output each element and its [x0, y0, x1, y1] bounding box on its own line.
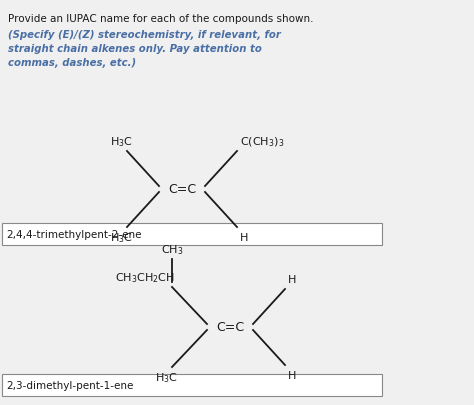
Text: C=C: C=C	[168, 183, 196, 196]
Text: H: H	[288, 370, 296, 380]
Text: H: H	[240, 232, 248, 243]
Text: CH$_3$CH$_2$CH: CH$_3$CH$_2$CH	[115, 271, 175, 284]
Text: (Specify (E)/(Z) stereochemistry, if relevant, for: (Specify (E)/(Z) stereochemistry, if rel…	[8, 30, 281, 40]
Text: 2,3-dimethyl-pent-1-ene: 2,3-dimethyl-pent-1-ene	[6, 380, 133, 390]
Text: CH$_3$: CH$_3$	[161, 243, 183, 256]
Text: C(CH$_3$)$_3$: C(CH$_3$)$_3$	[240, 135, 284, 149]
Text: H: H	[288, 274, 296, 284]
Text: straight chain alkenes only. Pay attention to: straight chain alkenes only. Pay attenti…	[8, 44, 262, 54]
Text: H$_3$C: H$_3$C	[155, 370, 178, 384]
Text: Provide an IUPAC name for each of the compounds shown.: Provide an IUPAC name for each of the co…	[8, 14, 313, 24]
Text: C=C: C=C	[216, 321, 244, 334]
Text: H$_3$C: H$_3$C	[110, 135, 133, 149]
Text: 2,4,4-trimethylpent-2-ene: 2,4,4-trimethylpent-2-ene	[6, 230, 142, 239]
Text: H$_3$C: H$_3$C	[110, 230, 133, 244]
Text: commas, dashes, etc.): commas, dashes, etc.)	[8, 58, 136, 68]
FancyBboxPatch shape	[2, 224, 382, 245]
FancyBboxPatch shape	[2, 374, 382, 396]
